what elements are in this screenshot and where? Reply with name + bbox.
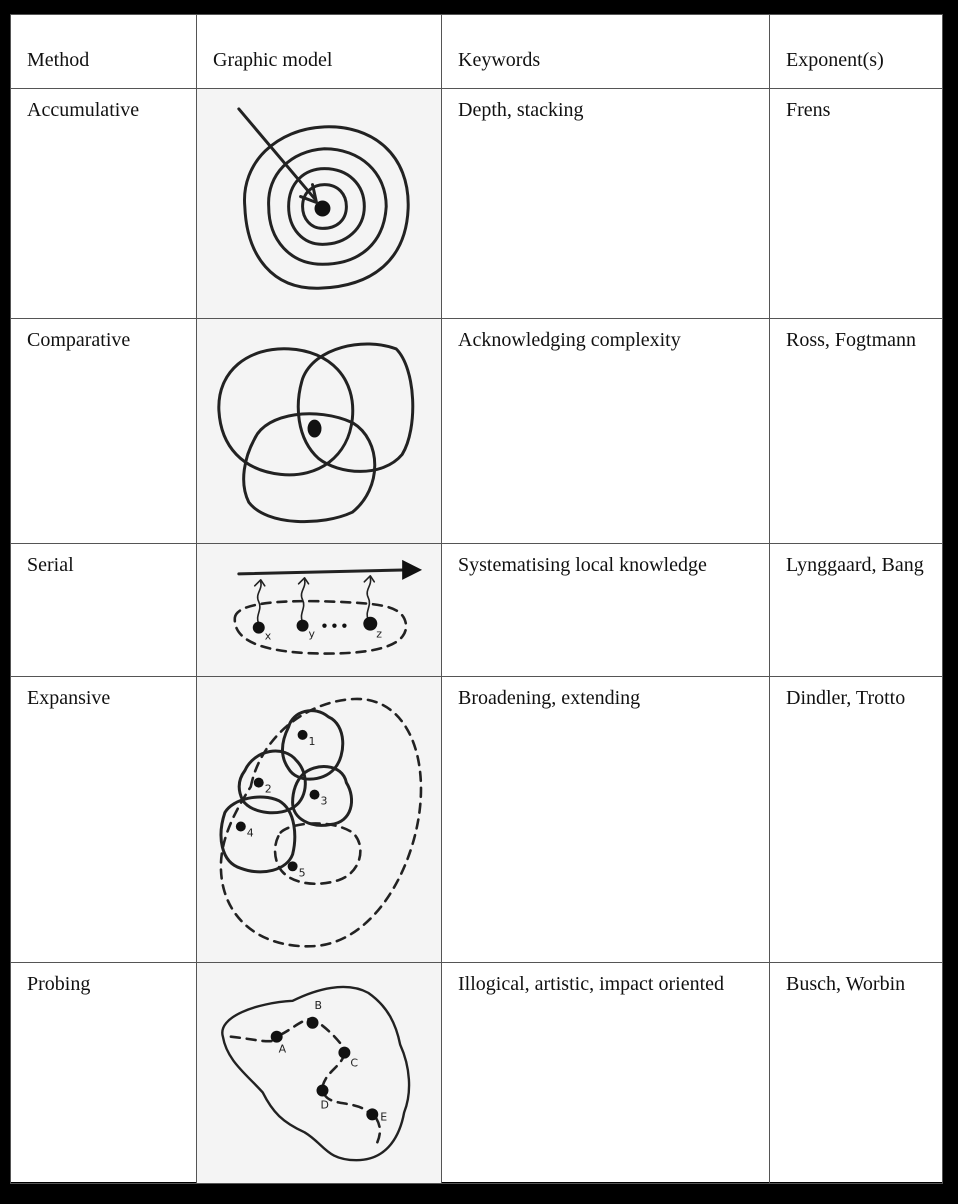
exponents-cell: Frens [769, 87, 943, 320]
probing-path-icon: A B C D E [221, 985, 411, 1161]
methods-table: Method Graphic model Keywords Exponent(s… [10, 14, 943, 1184]
exponents-label: Ross, Fogtmann [786, 329, 917, 352]
keywords-label: Depth, stacking [458, 99, 584, 121]
expansive-label-5: 5 [299, 866, 306, 879]
method-label: Comparative [27, 329, 131, 352]
method-cell: Serial [10, 543, 197, 677]
serial-label-y: y [309, 628, 316, 641]
probing-label-a: A [279, 1042, 287, 1055]
keywords-label: Acknowledging complexity [458, 329, 681, 352]
table-header-row: Method Graphic model Keywords Exponent(s… [10, 14, 943, 89]
keywords-label: Systematising local knowledge [458, 554, 707, 577]
header-keywords-label: Keywords [458, 49, 541, 71]
keywords-label: Broadening, extending [458, 686, 641, 709]
probing-label-e: E [380, 1110, 387, 1123]
exponents-cell: Busch, Worbin [769, 961, 943, 1184]
header-exponents: Exponent(s) [769, 14, 943, 89]
header-method-label: Method [27, 49, 90, 71]
graphic-model-cell: A B C D E [196, 961, 442, 1184]
table-row-comparative: Comparative Acknowledging complexity Ros… [10, 318, 943, 545]
method-label: Accumulative [27, 99, 140, 121]
methods-sheet: Method Graphic model Keywords Exponent(s… [10, 14, 943, 1184]
expanding-regions-icon: 1 2 3 4 5 [219, 697, 423, 948]
keywords-cell: Acknowledging complexity [441, 318, 770, 545]
method-label: Serial [27, 554, 74, 577]
method-cell: Probing [10, 961, 197, 1184]
overlapping-circles-icon [217, 342, 415, 524]
method-cell: Accumulative [10, 87, 197, 320]
serial-label-z: z [376, 628, 382, 641]
table-row-accumulative: Accumulative Depth, stacking Frens [10, 87, 943, 320]
keywords-cell: Broadening, extending [441, 675, 770, 963]
graphic-model-cell [196, 318, 442, 545]
concentric-circles-icon [237, 107, 410, 290]
probing-label-c: C [350, 1056, 358, 1069]
expansive-label-4: 4 [247, 826, 254, 839]
probing-label-d: D [320, 1098, 328, 1111]
expansive-label-3: 3 [320, 794, 327, 807]
method-label: Probing [27, 972, 91, 995]
keywords-label: Illogical, artistic, impact oriented [458, 972, 725, 995]
exponents-cell: Dindler, Trotto [769, 675, 943, 963]
probing-label-b: B [315, 998, 323, 1011]
table-row-probing: Probing A B C D E Illogical, arti [10, 961, 943, 1184]
method-cell: Comparative [10, 318, 197, 545]
graphic-model-cell: x y z [196, 543, 442, 677]
header-graphic-model: Graphic model [196, 14, 442, 89]
header-exponents-label: Exponent(s) [786, 49, 884, 71]
expansive-label-1: 1 [309, 734, 316, 747]
keywords-cell: Illogical, artistic, impact oriented [441, 961, 770, 1184]
header-graphic-model-label: Graphic model [213, 49, 333, 71]
header-method: Method [10, 14, 197, 89]
keywords-cell: Systematising local knowledge [441, 543, 770, 677]
keywords-cell: Depth, stacking [441, 87, 770, 320]
serial-arrow-icon: x y z [233, 560, 423, 655]
exponents-cell: Lynggaard, Bang [769, 543, 943, 677]
method-cell: Expansive [10, 675, 197, 963]
exponents-label: Busch, Worbin [786, 972, 906, 995]
graphic-model-cell: 1 2 3 4 5 [196, 675, 442, 963]
table-row-serial: Serial x y z [10, 543, 943, 677]
exponents-label: Dindler, Trotto [786, 686, 906, 709]
header-keywords: Keywords [441, 14, 770, 89]
method-label: Expansive [27, 686, 111, 709]
exponents-cell: Ross, Fogtmann [769, 318, 943, 545]
graphic-model-cell [196, 87, 442, 320]
serial-label-x: x [265, 630, 272, 643]
table-row-expansive: Expansive 1 2 3 4 5 Broadening, e [10, 675, 943, 963]
exponents-label: Lynggaard, Bang [786, 554, 924, 577]
exponents-label: Frens [786, 99, 831, 121]
expansive-label-2: 2 [265, 782, 272, 795]
